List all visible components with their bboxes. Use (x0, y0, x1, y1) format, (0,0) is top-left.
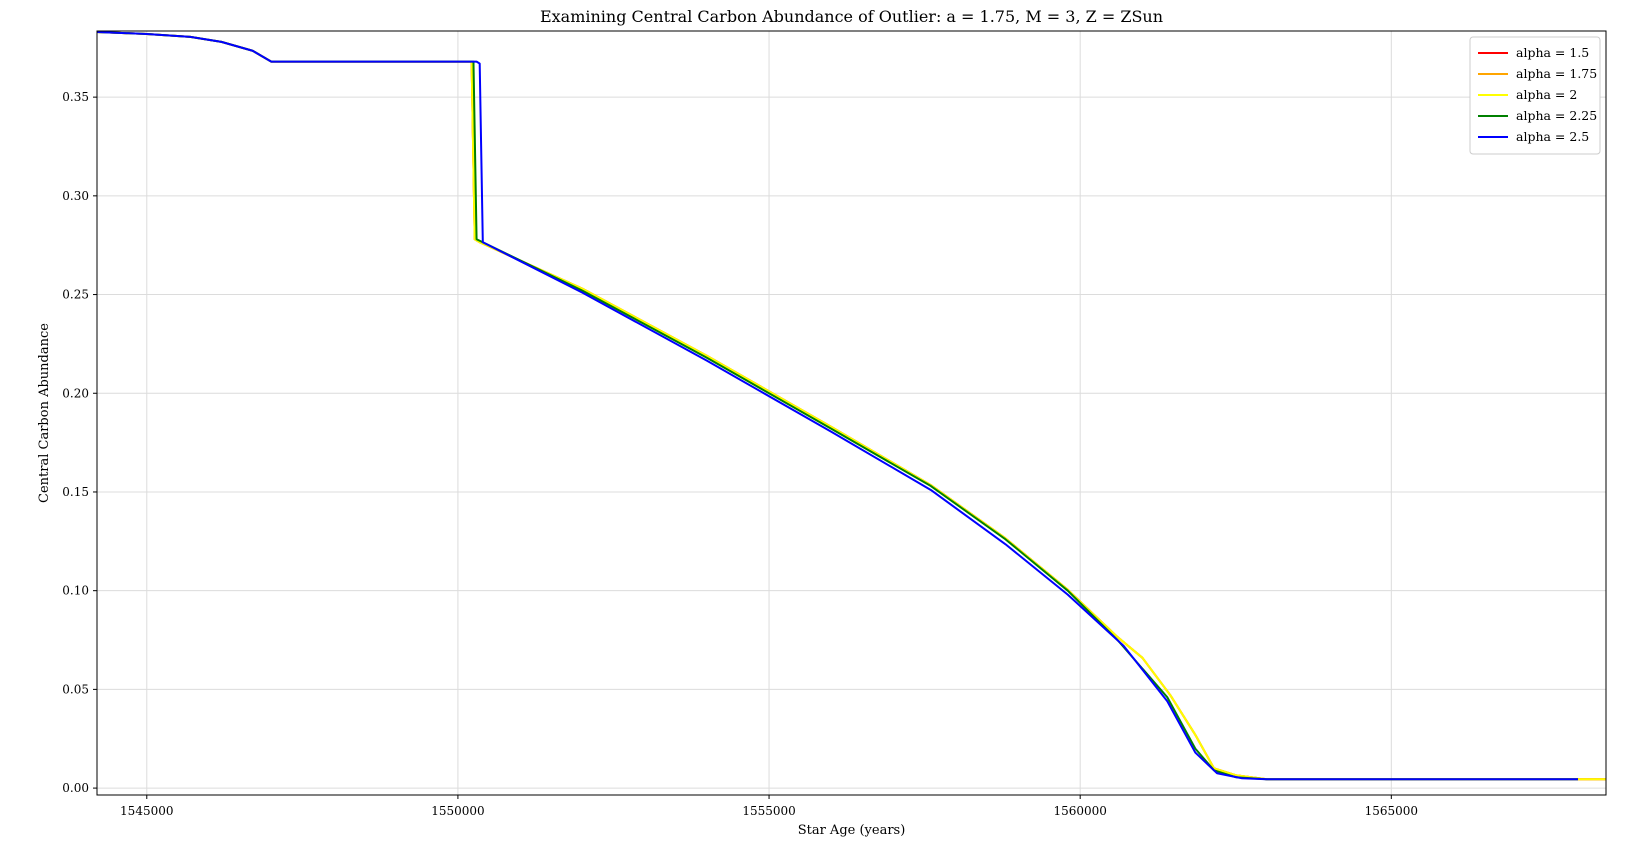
x-tick-label: 1550000 (431, 804, 484, 818)
series-line-alpha-2-5 (97, 31, 1578, 781)
y-axis-label: Central Carbon Abundance (37, 323, 52, 503)
legend-box (1469, 36, 1601, 155)
x-tick-label: 1545000 (120, 804, 173, 818)
x-tick-label: 1555000 (742, 804, 795, 818)
y-tick-label: 0.15 (62, 485, 89, 499)
legend-label: alpha = 1.75 (1516, 66, 1597, 81)
y-tick-label: 0.35 (62, 90, 89, 104)
x-tick-label: 1560000 (1053, 804, 1106, 818)
legend-label: alpha = 2 (1516, 87, 1577, 102)
plot-frame (96, 30, 1607, 796)
y-tick-label: 0.10 (62, 584, 89, 598)
y-tick-label: 0.05 (62, 682, 89, 696)
y-tick-label: 0.30 (62, 189, 89, 203)
legend-label: alpha = 2.5 (1516, 129, 1589, 144)
series-lines (97, 31, 1606, 781)
legend: alpha = 1.5 alpha = 1.75 alpha = 2 alpha = … (1469, 36, 1601, 155)
axis-ticks: 1545000 1550000 1555000 1560000 1565000 0.00 0… (62, 90, 1418, 818)
legend-label: alpha = 1.5 (1516, 45, 1589, 60)
y-tick-label: 0.25 (62, 288, 89, 302)
chart-title: Examining Central Carbon Abundance of Ou… (540, 7, 1163, 26)
x-axis-label: Star Age (years) (798, 823, 906, 838)
legend-label: alpha = 2.25 (1516, 108, 1597, 123)
y-tick-label: 0.00 (62, 781, 89, 795)
x-tick-label: 1565000 (1365, 804, 1418, 818)
y-tick-label: 0.20 (62, 386, 89, 400)
grid-lines (97, 31, 1606, 795)
